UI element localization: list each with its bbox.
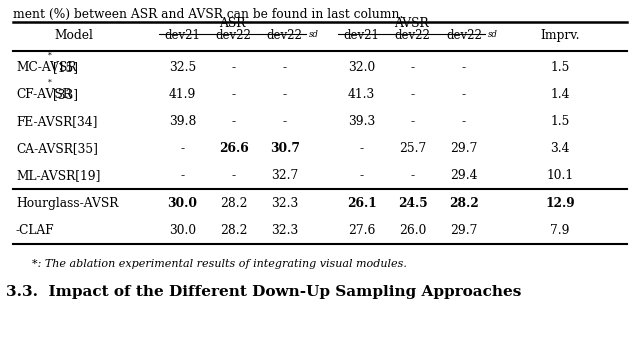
Text: ASR: ASR — [219, 17, 246, 30]
Text: -: - — [283, 88, 287, 101]
Text: 28.2: 28.2 — [220, 224, 247, 237]
Text: 25.7: 25.7 — [399, 142, 426, 155]
Text: 28.2: 28.2 — [449, 197, 479, 210]
Text: AVSR: AVSR — [394, 17, 429, 30]
Text: 26.0: 26.0 — [399, 224, 426, 237]
Text: 39.8: 39.8 — [169, 115, 196, 128]
Text: -: - — [180, 169, 184, 182]
Text: 41.9: 41.9 — [169, 88, 196, 101]
Text: -CLAF: -CLAF — [16, 224, 54, 237]
Text: 1.5: 1.5 — [550, 115, 570, 128]
Text: Imprv.: Imprv. — [540, 29, 580, 42]
Text: *: The ablation experimental results of integrating visual modules.: *: The ablation experimental results of … — [32, 259, 407, 269]
Text: 30.7: 30.7 — [270, 142, 300, 155]
Text: -: - — [283, 61, 287, 74]
Text: 29.7: 29.7 — [451, 142, 477, 155]
Text: -: - — [360, 169, 364, 182]
Text: FE-AVSR[34]: FE-AVSR[34] — [16, 115, 97, 128]
Text: ment (%) between ASR and AVSR can be found in last column.: ment (%) between ASR and AVSR can be fou… — [13, 8, 403, 22]
Text: dev21: dev21 — [344, 29, 380, 42]
Text: 1.4: 1.4 — [550, 88, 570, 101]
Text: [33]: [33] — [53, 88, 78, 101]
Text: 32.3: 32.3 — [271, 224, 298, 237]
Text: -: - — [232, 115, 236, 128]
Text: 32.3: 32.3 — [271, 197, 298, 210]
Text: -: - — [411, 115, 415, 128]
Text: 39.3: 39.3 — [348, 115, 375, 128]
Text: 1.5: 1.5 — [550, 61, 570, 74]
Text: dev21: dev21 — [164, 29, 200, 42]
Text: -: - — [462, 61, 466, 74]
Text: sd: sd — [488, 30, 498, 39]
Text: -: - — [360, 142, 364, 155]
Text: ML-AVSR[19]: ML-AVSR[19] — [16, 169, 100, 182]
Text: CA-AVSR[35]: CA-AVSR[35] — [16, 142, 98, 155]
Text: 7.9: 7.9 — [550, 224, 570, 237]
Text: 3.4: 3.4 — [550, 142, 570, 155]
Text: -: - — [232, 88, 236, 101]
Text: dev22: dev22 — [446, 29, 482, 42]
Text: Hourglass-AVSR: Hourglass-AVSR — [16, 197, 118, 210]
Text: MC-AVSR: MC-AVSR — [16, 61, 77, 74]
Text: sd: sd — [309, 30, 319, 39]
Text: 27.6: 27.6 — [348, 224, 375, 237]
Text: 26.1: 26.1 — [347, 197, 376, 210]
Text: 32.0: 32.0 — [348, 61, 375, 74]
Text: 32.5: 32.5 — [169, 61, 196, 74]
Text: 3.3.  Impact of the Different Down-Up Sampling Approaches: 3.3. Impact of the Different Down-Up Sam… — [6, 285, 522, 299]
Text: -: - — [232, 61, 236, 74]
Text: dev22: dev22 — [216, 29, 252, 42]
Text: -: - — [232, 169, 236, 182]
Text: 41.3: 41.3 — [348, 88, 375, 101]
Text: -: - — [462, 88, 466, 101]
Text: -: - — [411, 61, 415, 74]
Text: dev22: dev22 — [395, 29, 431, 42]
Text: 24.5: 24.5 — [398, 197, 428, 210]
Text: 28.2: 28.2 — [220, 197, 247, 210]
Text: [15]: [15] — [53, 61, 78, 74]
Text: *: * — [48, 52, 52, 60]
Text: 32.7: 32.7 — [271, 169, 298, 182]
Text: -: - — [180, 142, 184, 155]
Text: -: - — [411, 88, 415, 101]
Text: dev22: dev22 — [267, 29, 303, 42]
Text: Model: Model — [54, 29, 93, 42]
Text: -: - — [283, 115, 287, 128]
Text: 26.6: 26.6 — [219, 142, 248, 155]
Text: 10.1: 10.1 — [547, 169, 573, 182]
Text: 30.0: 30.0 — [168, 197, 197, 210]
Text: 29.4: 29.4 — [451, 169, 477, 182]
Text: 12.9: 12.9 — [545, 197, 575, 210]
Text: 29.7: 29.7 — [451, 224, 477, 237]
Text: *: * — [48, 79, 52, 87]
Text: -: - — [462, 115, 466, 128]
Text: 30.0: 30.0 — [169, 224, 196, 237]
Text: -: - — [411, 169, 415, 182]
Text: CF-AVSR: CF-AVSR — [16, 88, 72, 101]
